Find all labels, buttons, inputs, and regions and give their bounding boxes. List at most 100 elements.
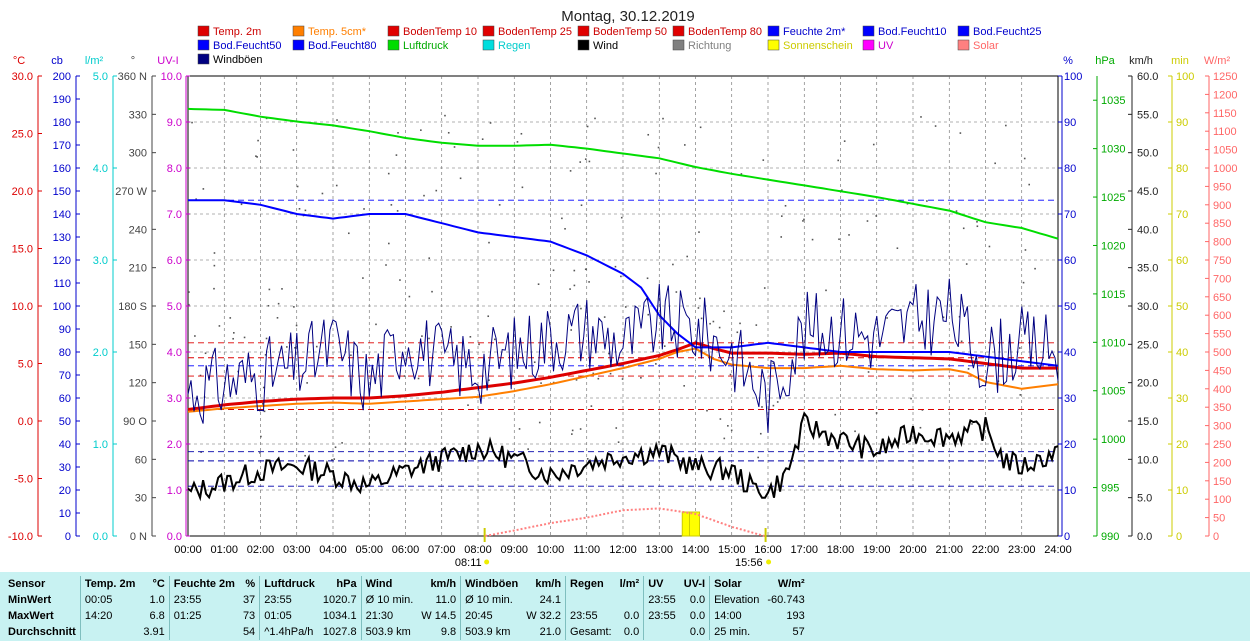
y-tick-label: 1.0 bbox=[167, 485, 182, 497]
series-solar bbox=[485, 507, 765, 537]
y-axis-unit: l/m² bbox=[85, 55, 104, 67]
y-tick-label: 450 bbox=[1213, 365, 1231, 377]
wind-direction-point bbox=[292, 149, 295, 151]
y-tick-label: 40 bbox=[59, 439, 71, 451]
wind-direction-point bbox=[533, 361, 536, 364]
legend-label: Richtung bbox=[688, 40, 731, 52]
stats-cell: 503.9 km bbox=[360, 624, 418, 640]
wind-direction-point bbox=[719, 418, 722, 420]
legend-swatch bbox=[387, 39, 400, 51]
wind-direction-point bbox=[580, 204, 583, 207]
stats-cell: -60.743 bbox=[767, 594, 805, 606]
y-tick-label: 100 bbox=[1064, 71, 1082, 83]
wind-direction-point bbox=[700, 317, 703, 320]
wind-direction-point bbox=[838, 238, 840, 241]
y-tick-label: 180 bbox=[53, 117, 71, 129]
legend-swatch bbox=[672, 39, 685, 51]
stats-cell: Feuchte 2m bbox=[168, 576, 239, 592]
stats-cell: Regen bbox=[565, 576, 616, 592]
y-tick-label: 90 O bbox=[123, 416, 147, 428]
y-tick-label: 3.0 bbox=[93, 255, 108, 267]
wind-direction-point bbox=[706, 409, 708, 412]
y-tick-label: 4.0 bbox=[93, 163, 108, 175]
y-tick-label: 2.0 bbox=[167, 439, 182, 451]
y-tick-label: 100 bbox=[1213, 494, 1231, 506]
stats-cell: Sensor bbox=[8, 578, 46, 590]
wind-direction-point bbox=[729, 373, 732, 376]
legend-swatch bbox=[197, 53, 210, 65]
legend-label: Bod.Feucht25 bbox=[973, 26, 1042, 38]
chart-title: Montag, 30.12.2019 bbox=[561, 8, 694, 25]
stats-cell: ^1.4hPa/h bbox=[259, 624, 319, 640]
wind-direction-point bbox=[243, 336, 246, 339]
wind-direction-point bbox=[976, 225, 979, 228]
x-tick-label: 21:00 bbox=[935, 544, 963, 556]
y-tick-label: 150 bbox=[53, 186, 71, 198]
y-tick-label: 10 bbox=[59, 508, 71, 520]
y-tick-label: 2.0 bbox=[93, 347, 108, 359]
wind-direction-point bbox=[699, 126, 702, 129]
y-tick-label: 0.0 bbox=[93, 531, 108, 543]
legend-label: Feuchte 2m* bbox=[783, 26, 846, 38]
y-tick-label: 10.0 bbox=[1137, 454, 1158, 466]
y-tick-label: 900 bbox=[1213, 200, 1231, 212]
stats-cell: 0.0 bbox=[623, 626, 640, 638]
y-tick-label: 0 bbox=[1176, 531, 1182, 543]
legend-label: Bod.Feucht80 bbox=[308, 40, 377, 52]
sunset-label: 15:56 bbox=[735, 557, 763, 569]
wind-direction-point bbox=[261, 403, 264, 405]
y-tick-label: 1.0 bbox=[93, 439, 108, 451]
wind-direction-point bbox=[204, 352, 207, 355]
wind-direction-point bbox=[655, 363, 657, 365]
y-tick-label: 50 bbox=[1064, 301, 1076, 313]
legend-swatch bbox=[957, 39, 970, 51]
y-tick-label: 40.0 bbox=[1137, 224, 1158, 236]
stats-cell: MinWert bbox=[8, 594, 52, 606]
y-tick-label: 170 bbox=[53, 140, 71, 152]
wind-direction-point bbox=[387, 172, 390, 175]
wind-direction-point bbox=[723, 437, 726, 440]
wind-direction-point bbox=[757, 456, 759, 459]
wind-direction-point bbox=[647, 133, 650, 136]
y-tick-label: 1025 bbox=[1101, 192, 1125, 204]
y-tick-label: 120 bbox=[53, 255, 71, 267]
y-tick-label: 0 bbox=[1064, 531, 1070, 543]
y-tick-label: 200 bbox=[53, 71, 71, 83]
wind-direction-point bbox=[408, 295, 411, 298]
wind-direction-point bbox=[723, 310, 725, 313]
wind-direction-point bbox=[232, 337, 234, 340]
y-tick-label: 150 bbox=[1213, 476, 1231, 488]
wind-direction-point bbox=[447, 131, 450, 134]
wind-direction-point bbox=[1019, 347, 1021, 349]
wind-direction-point bbox=[213, 264, 216, 267]
y-tick-label: -10.0 bbox=[8, 531, 33, 543]
wind-direction-point bbox=[740, 173, 743, 175]
wind-direction-point bbox=[347, 232, 350, 235]
x-tick-label: 01:00 bbox=[210, 544, 238, 556]
wind-direction-point bbox=[960, 340, 963, 343]
stats-cell: hPa bbox=[336, 578, 357, 590]
wind-direction-point bbox=[488, 379, 490, 381]
stats-cell: 23:55 bbox=[643, 592, 680, 608]
wind-direction-point bbox=[594, 117, 596, 120]
wind-direction-point bbox=[934, 125, 937, 127]
y-tick-label: 240 bbox=[129, 224, 147, 236]
wind-direction-point bbox=[718, 326, 721, 329]
wind-direction-point bbox=[573, 269, 576, 272]
legend-swatch bbox=[862, 25, 875, 37]
stats-cell bbox=[168, 624, 239, 640]
wind-direction-point bbox=[362, 277, 364, 279]
statistics-table: Sensor Temp. 2m °C Feuchte 2m% Luftdruck hPa W… bbox=[4, 576, 809, 640]
wind-direction-point bbox=[388, 242, 390, 245]
y-tick-label: 300 bbox=[129, 148, 147, 160]
wind-direction-point bbox=[488, 241, 490, 244]
wind-direction-point bbox=[712, 320, 715, 323]
wind-direction-point bbox=[739, 322, 741, 325]
wind-direction-point bbox=[699, 297, 701, 300]
wind-direction-point bbox=[658, 441, 660, 443]
wind-direction-point bbox=[910, 397, 912, 400]
y-tick-label: 50 bbox=[1176, 301, 1188, 313]
y-tick-label: 10 bbox=[1176, 485, 1188, 497]
y-tick-label: 60 bbox=[1064, 255, 1076, 267]
wind-direction-point bbox=[1022, 281, 1025, 284]
